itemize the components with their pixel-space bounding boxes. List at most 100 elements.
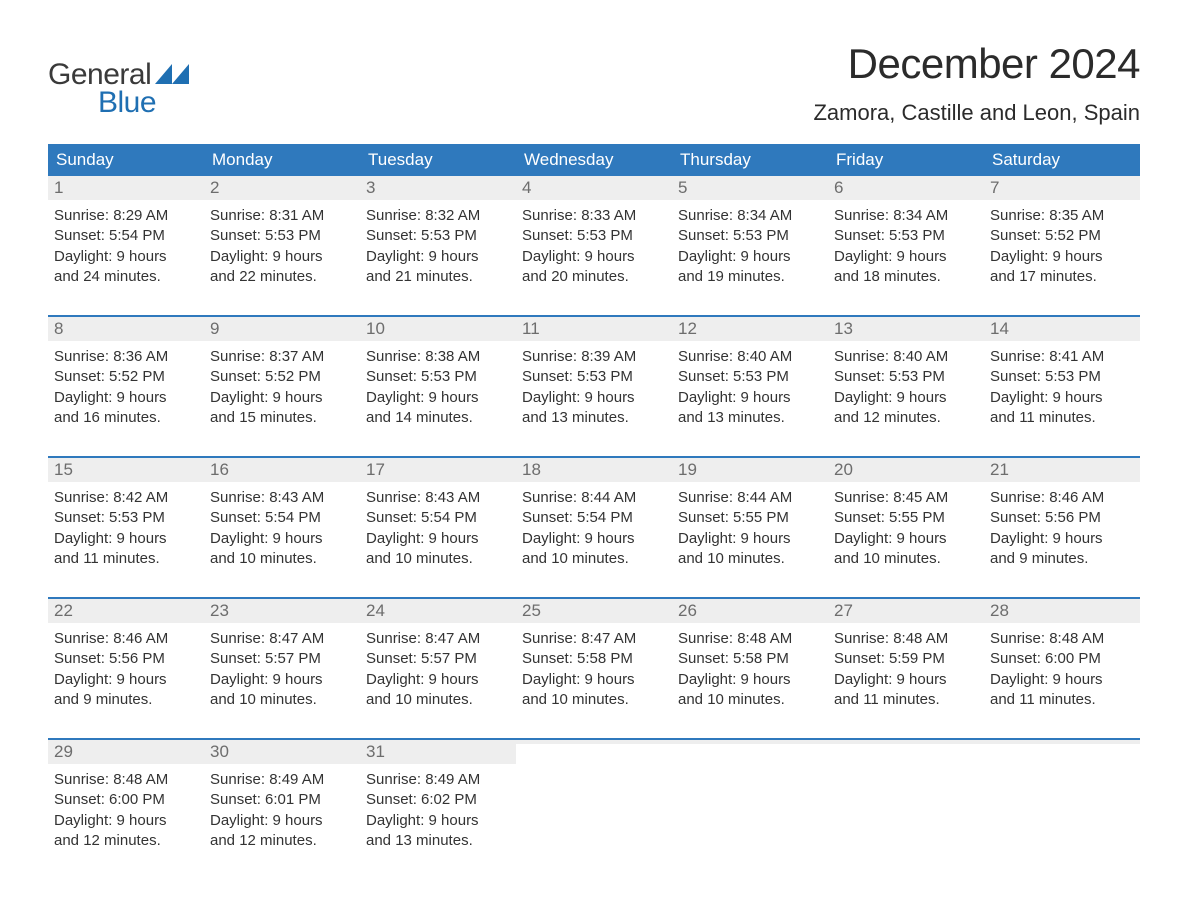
day-day2: and 13 minutes.: [678, 408, 822, 428]
day-number: 6: [828, 176, 984, 200]
day-sunset: Sunset: 5:54 PM: [522, 508, 666, 528]
day-number: 13: [828, 317, 984, 341]
day-day2: and 10 minutes.: [366, 690, 510, 710]
day-sunset: Sunset: 5:52 PM: [54, 367, 198, 387]
day-number: 10: [360, 317, 516, 341]
day-day2: and 13 minutes.: [366, 831, 510, 851]
day-cell: 13Sunrise: 8:40 AMSunset: 5:53 PMDayligh…: [828, 317, 984, 436]
day-number: 18: [516, 458, 672, 482]
day-sunrise: Sunrise: 8:47 AM: [522, 629, 666, 649]
day-number: 2: [204, 176, 360, 200]
day-number: 3: [360, 176, 516, 200]
day-header-thu: Thursday: [672, 144, 828, 176]
day-header-row: Sunday Monday Tuesday Wednesday Thursday…: [48, 144, 1140, 176]
day-sunrise: Sunrise: 8:39 AM: [522, 347, 666, 367]
day-sunrise: Sunrise: 8:48 AM: [54, 770, 198, 790]
day-body: Sunrise: 8:46 AMSunset: 5:56 PMDaylight:…: [48, 623, 204, 718]
day-body: Sunrise: 8:34 AMSunset: 5:53 PMDaylight:…: [672, 200, 828, 295]
day-day2: and 19 minutes.: [678, 267, 822, 287]
day-sunset: Sunset: 5:53 PM: [366, 226, 510, 246]
day-day2: and 10 minutes.: [210, 549, 354, 569]
day-number: 17: [360, 458, 516, 482]
day-cell: 9Sunrise: 8:37 AMSunset: 5:52 PMDaylight…: [204, 317, 360, 436]
day-body: Sunrise: 8:35 AMSunset: 5:52 PMDaylight:…: [984, 200, 1140, 295]
day-sunrise: Sunrise: 8:48 AM: [834, 629, 978, 649]
day-cell: [672, 740, 828, 859]
day-sunrise: Sunrise: 8:45 AM: [834, 488, 978, 508]
day-sunrise: Sunrise: 8:49 AM: [366, 770, 510, 790]
day-number: 25: [516, 599, 672, 623]
day-day1: Daylight: 9 hours: [210, 388, 354, 408]
day-sunset: Sunset: 6:01 PM: [210, 790, 354, 810]
day-day2: and 11 minutes.: [990, 690, 1134, 710]
day-sunset: Sunset: 5:54 PM: [210, 508, 354, 528]
day-day1: Daylight: 9 hours: [834, 388, 978, 408]
day-day1: Daylight: 9 hours: [990, 388, 1134, 408]
day-number: 20: [828, 458, 984, 482]
day-sunrise: Sunrise: 8:46 AM: [990, 488, 1134, 508]
day-sunset: Sunset: 5:58 PM: [678, 649, 822, 669]
day-cell: 30Sunrise: 8:49 AMSunset: 6:01 PMDayligh…: [204, 740, 360, 859]
day-body: Sunrise: 8:49 AMSunset: 6:02 PMDaylight:…: [360, 764, 516, 859]
day-body: Sunrise: 8:40 AMSunset: 5:53 PMDaylight:…: [672, 341, 828, 436]
logo: General Blue: [48, 40, 189, 120]
day-number: 7: [984, 176, 1140, 200]
day-sunrise: Sunrise: 8:47 AM: [366, 629, 510, 649]
day-body: Sunrise: 8:48 AMSunset: 5:58 PMDaylight:…: [672, 623, 828, 718]
logo-triangle-icon: [155, 64, 189, 89]
day-day2: and 12 minutes.: [54, 831, 198, 851]
day-day1: Daylight: 9 hours: [678, 529, 822, 549]
day-sunset: Sunset: 5:52 PM: [210, 367, 354, 387]
title-block: December 2024 Zamora, Castille and Leon,…: [813, 40, 1140, 126]
day-day1: Daylight: 9 hours: [210, 247, 354, 267]
day-body: Sunrise: 8:36 AMSunset: 5:52 PMDaylight:…: [48, 341, 204, 436]
week-row: 1Sunrise: 8:29 AMSunset: 5:54 PMDaylight…: [48, 176, 1140, 295]
day-sunset: Sunset: 6:00 PM: [54, 790, 198, 810]
day-sunset: Sunset: 5:54 PM: [366, 508, 510, 528]
day-cell: 24Sunrise: 8:47 AMSunset: 5:57 PMDayligh…: [360, 599, 516, 718]
day-sunrise: Sunrise: 8:48 AM: [990, 629, 1134, 649]
day-cell: 10Sunrise: 8:38 AMSunset: 5:53 PMDayligh…: [360, 317, 516, 436]
day-number: 14: [984, 317, 1140, 341]
day-body: Sunrise: 8:40 AMSunset: 5:53 PMDaylight:…: [828, 341, 984, 436]
day-day2: and 15 minutes.: [210, 408, 354, 428]
day-cell: 12Sunrise: 8:40 AMSunset: 5:53 PMDayligh…: [672, 317, 828, 436]
day-day1: Daylight: 9 hours: [366, 529, 510, 549]
day-body: Sunrise: 8:48 AMSunset: 6:00 PMDaylight:…: [48, 764, 204, 859]
day-sunrise: Sunrise: 8:36 AM: [54, 347, 198, 367]
day-cell: 25Sunrise: 8:47 AMSunset: 5:58 PMDayligh…: [516, 599, 672, 718]
day-body: Sunrise: 8:37 AMSunset: 5:52 PMDaylight:…: [204, 341, 360, 436]
day-header-tue: Tuesday: [360, 144, 516, 176]
day-cell: [828, 740, 984, 859]
day-body: Sunrise: 8:34 AMSunset: 5:53 PMDaylight:…: [828, 200, 984, 295]
day-body: Sunrise: 8:49 AMSunset: 6:01 PMDaylight:…: [204, 764, 360, 859]
day-day1: Daylight: 9 hours: [54, 811, 198, 831]
day-number: 9: [204, 317, 360, 341]
day-cell: 5Sunrise: 8:34 AMSunset: 5:53 PMDaylight…: [672, 176, 828, 295]
day-cell: 1Sunrise: 8:29 AMSunset: 5:54 PMDaylight…: [48, 176, 204, 295]
day-sunrise: Sunrise: 8:44 AM: [522, 488, 666, 508]
day-cell: 18Sunrise: 8:44 AMSunset: 5:54 PMDayligh…: [516, 458, 672, 577]
day-header-fri: Friday: [828, 144, 984, 176]
day-day2: and 9 minutes.: [54, 690, 198, 710]
day-number: 12: [672, 317, 828, 341]
day-sunrise: Sunrise: 8:40 AM: [834, 347, 978, 367]
day-sunset: Sunset: 5:57 PM: [366, 649, 510, 669]
day-day1: Daylight: 9 hours: [990, 529, 1134, 549]
day-number: 22: [48, 599, 204, 623]
day-day2: and 11 minutes.: [834, 690, 978, 710]
day-cell: 2Sunrise: 8:31 AMSunset: 5:53 PMDaylight…: [204, 176, 360, 295]
week-row: 8Sunrise: 8:36 AMSunset: 5:52 PMDaylight…: [48, 315, 1140, 436]
day-body: Sunrise: 8:47 AMSunset: 5:57 PMDaylight:…: [360, 623, 516, 718]
day-day2: and 20 minutes.: [522, 267, 666, 287]
day-body: Sunrise: 8:48 AMSunset: 6:00 PMDaylight:…: [984, 623, 1140, 718]
day-day1: Daylight: 9 hours: [834, 529, 978, 549]
day-number: 28: [984, 599, 1140, 623]
day-body: Sunrise: 8:48 AMSunset: 5:59 PMDaylight:…: [828, 623, 984, 718]
day-sunset: Sunset: 5:56 PM: [54, 649, 198, 669]
day-day2: and 10 minutes.: [678, 549, 822, 569]
day-day2: and 24 minutes.: [54, 267, 198, 287]
day-cell: [516, 740, 672, 859]
day-day2: and 10 minutes.: [522, 549, 666, 569]
day-cell: 26Sunrise: 8:48 AMSunset: 5:58 PMDayligh…: [672, 599, 828, 718]
